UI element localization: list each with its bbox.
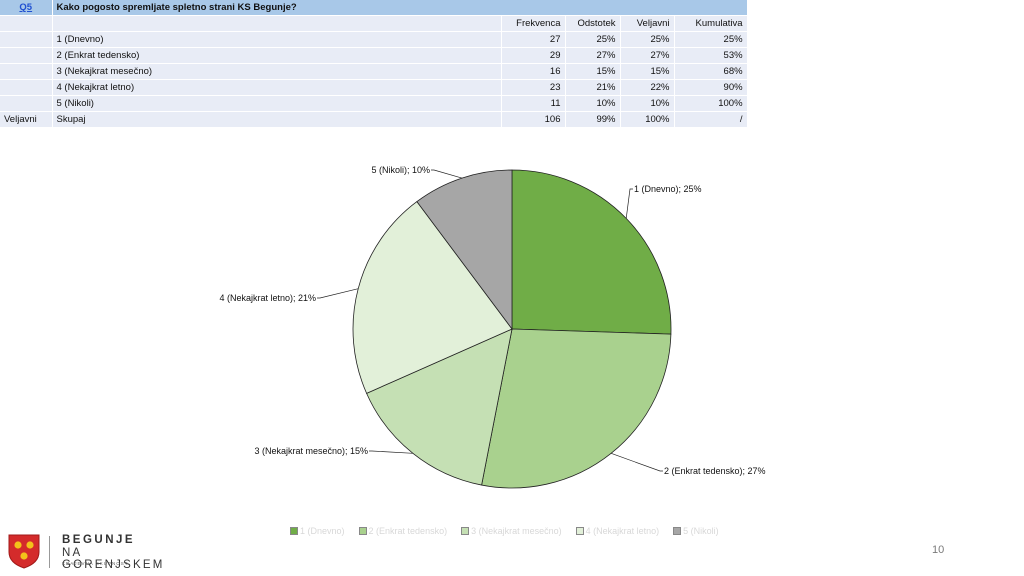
row-label: 2 (Enkrat tedensko) bbox=[52, 47, 502, 64]
table-row: 5 (Nikoli) 11 10% 10% 100% bbox=[0, 95, 748, 112]
pie-slice bbox=[366, 328, 513, 486]
row-value-cell: 27% bbox=[620, 47, 675, 64]
row-value-cell: 15% bbox=[565, 63, 621, 80]
row-group-label bbox=[0, 95, 53, 112]
legend-item: 4 (Nekajkrat letno) bbox=[575, 526, 660, 536]
pie-slice bbox=[511, 169, 672, 335]
logo-title: BEGUNJE bbox=[62, 534, 136, 546]
pie-slice bbox=[481, 328, 672, 489]
row-group-label bbox=[0, 79, 53, 96]
row-value-cell: 23 bbox=[501, 79, 566, 96]
logo-caption: KRAJEVNA SKUPNOST bbox=[62, 561, 129, 566]
row-value-cell: 25% bbox=[674, 31, 748, 48]
pie-slice bbox=[352, 201, 513, 394]
row-group-label bbox=[0, 63, 53, 80]
table-row: 2 (Enkrat tedensko) 29 27% 27% 53% bbox=[0, 47, 748, 64]
row-label: 1 (Dnevno) bbox=[52, 31, 502, 48]
row-label: 5 (Nikoli) bbox=[52, 95, 502, 112]
row-label: 4 (Nekajkrat letno) bbox=[52, 79, 502, 96]
leader-line bbox=[431, 169, 462, 179]
row-value-cell: 100% bbox=[620, 111, 675, 128]
pie-data-label: 5 (Nikoli); 10% bbox=[371, 165, 430, 175]
legend-item: 2 (Enkrat tedensko) bbox=[358, 526, 448, 536]
row-value-cell: 10% bbox=[620, 95, 675, 112]
coat-of-arms-icon bbox=[8, 534, 40, 569]
legend-swatch bbox=[575, 527, 584, 535]
legend-item: 1 (Dnevno) bbox=[290, 526, 345, 536]
chart-legend: 1 (Dnevno) 2 (Enkrat tedensko) 3 (Nekajkra… bbox=[290, 526, 719, 536]
column-header-odstotek: Odstotek bbox=[565, 15, 621, 32]
table-body: Q5 Kako pogosto spremljate spletno stran… bbox=[0, 0, 748, 128]
column-header-kumulativa: Kumulativa bbox=[674, 15, 748, 32]
legend-item: 5 (Nikoli) bbox=[673, 526, 719, 536]
frequency-table: Q5 Kako pogosto spremljate spletno stran… bbox=[0, 0, 748, 128]
row-value-cell: 99% bbox=[565, 111, 621, 128]
question-title: Kako pogosto spremljate spletno strani K… bbox=[52, 0, 748, 16]
row-value-cell: 22% bbox=[620, 79, 675, 96]
row-value-cell: 90% bbox=[674, 79, 748, 96]
legend-swatch bbox=[358, 527, 367, 535]
table-row: 1 (Dnevno) 27 25% 25% 25% bbox=[0, 31, 748, 48]
pie-data-label: 2 (Enkrat tedensko); 27% bbox=[664, 466, 766, 476]
pie-data-label: 4 (Nekajkrat letno); 21% bbox=[219, 293, 316, 303]
empty-cell bbox=[52, 15, 502, 32]
column-header-row: Frekvenca Odstotek Veljavni Kumulativa bbox=[0, 15, 748, 32]
pie-data-label: 3 (Nekajkrat mesečno); 15% bbox=[254, 446, 368, 456]
pie-data-label: 1 (Dnevno); 25% bbox=[634, 184, 702, 194]
row-value-cell: 27 bbox=[501, 31, 566, 48]
table-row: 3 (Nekajkrat mesečno) 16 15% 15% 68% bbox=[0, 63, 748, 80]
legend-swatch bbox=[673, 527, 682, 535]
row-value-cell: 25% bbox=[565, 31, 621, 48]
page-number: 10 bbox=[932, 544, 945, 556]
row-group-label bbox=[0, 47, 53, 64]
row-value-cell: 16 bbox=[501, 63, 566, 80]
logo-divider bbox=[49, 536, 50, 568]
leader-line bbox=[369, 450, 413, 454]
logo-subtitle: NA GORENJSKEM bbox=[62, 547, 165, 571]
column-header-veljavni: Veljavni bbox=[620, 15, 675, 32]
legend-item: 3 (Nekajkrat mesečno) bbox=[461, 526, 562, 536]
row-value-cell: / bbox=[674, 111, 748, 128]
legend-swatch bbox=[290, 527, 298, 535]
row-value-cell: 53% bbox=[674, 47, 748, 64]
legend-label: 3 (Nekajkrat mesečno) bbox=[471, 526, 562, 536]
legend-label: 1 (Dnevno) bbox=[300, 526, 345, 536]
column-header-frekvenca: Frekvenca bbox=[501, 15, 566, 32]
row-label: 3 (Nekajkrat mesečno) bbox=[52, 63, 502, 80]
legend-label: 2 (Enkrat tedensko) bbox=[368, 526, 448, 536]
row-group-label: Veljavni bbox=[0, 111, 53, 128]
table-header-row: Q5 Kako pogosto spremljate spletno stran… bbox=[0, 0, 748, 16]
row-value-cell: 106 bbox=[501, 111, 566, 128]
row-value-cell: 27% bbox=[565, 47, 621, 64]
row-group-label bbox=[0, 31, 53, 48]
row-value-cell: 21% bbox=[565, 79, 621, 96]
legend-label: 4 (Nekajkrat letno) bbox=[585, 526, 660, 536]
leader-line bbox=[611, 452, 663, 472]
question-id-link[interactable]: Q5 bbox=[19, 2, 33, 13]
row-value-cell: 29 bbox=[501, 47, 566, 64]
row-value-cell: 25% bbox=[620, 31, 675, 48]
row-value-cell: 15% bbox=[620, 63, 675, 80]
table-row: 4 (Nekajkrat letno) 23 21% 22% 90% bbox=[0, 79, 748, 96]
leader-line bbox=[317, 288, 359, 299]
begunje-logo: BEGUNJE NA GORENJSKEM KRAJEVNA SKUPNOST bbox=[6, 532, 186, 572]
legend-label: 5 (Nikoli) bbox=[683, 526, 719, 536]
leader-line bbox=[625, 188, 633, 219]
legend-swatch bbox=[461, 527, 470, 535]
table-row: Veljavni Skupaj 106 99% 100% / bbox=[0, 111, 748, 128]
empty-cell bbox=[0, 15, 53, 32]
row-value-cell: 10% bbox=[565, 95, 621, 112]
row-value-cell: 100% bbox=[674, 95, 748, 112]
row-label: Skupaj bbox=[52, 111, 502, 128]
question-id-cell[interactable]: Q5 bbox=[0, 0, 53, 16]
row-value-cell: 11 bbox=[501, 95, 566, 112]
row-value-cell: 68% bbox=[674, 63, 748, 80]
